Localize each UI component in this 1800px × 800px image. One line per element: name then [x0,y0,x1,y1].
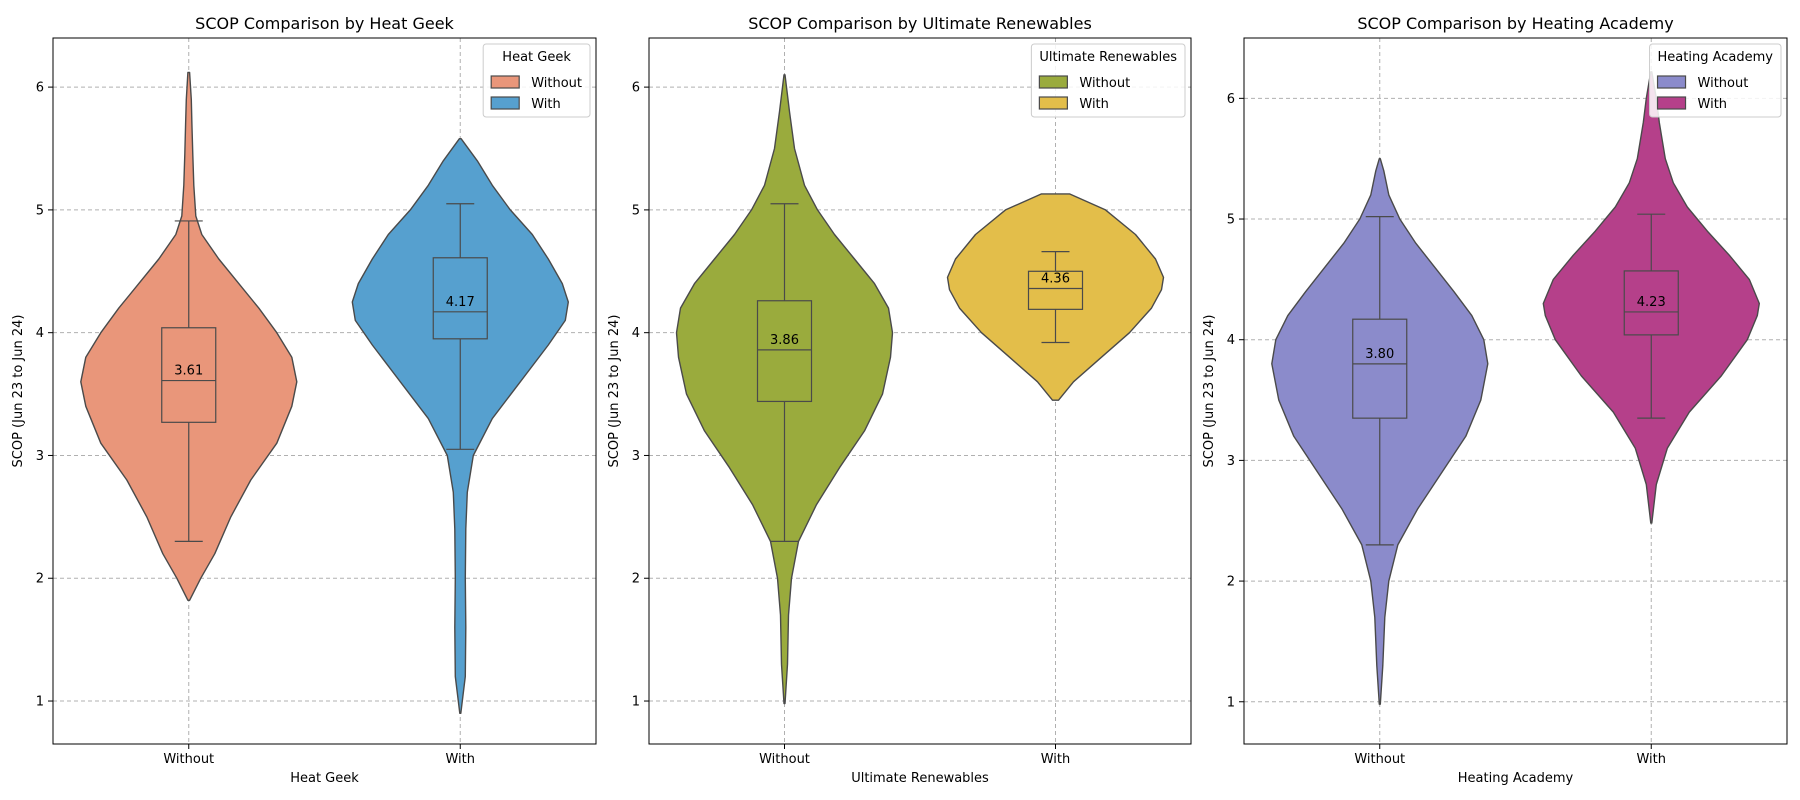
p1-xlabel: Ultimate Renewables [851,771,989,786]
p1-legend-swatch-0 [1038,75,1068,89]
p1-legend-title: Ultimate Renewables [1039,50,1177,65]
p0-ytick-label-2: 3 [36,449,44,464]
p2-legend-label-1: With [1698,97,1728,112]
p0-box-1 [432,257,488,340]
p0-ytick-label-5: 6 [36,81,44,96]
p0-legend: Heat Geek Without With [482,43,591,118]
p2-ytick-label-0: 1 [1227,695,1235,710]
p1-legend: Ultimate Renewables Without With [1030,43,1186,118]
p2-legend: Heating Academy Without With [1649,43,1782,118]
p0-xtick-label-1: With [445,752,475,767]
p2-xlabel: Heating Academy [1458,771,1574,786]
p1-ytick-label-4: 5 [632,203,640,218]
p1-ylabel: SCOP (Jun 23 to Jun 24) [607,315,622,468]
p2-legend-swatch-0 [1656,75,1687,89]
p0-title: SCOP Comparison by Heat Geek [195,14,454,33]
p2-xtick-label-0: Without [1354,752,1405,767]
chart-panel-heating-academy: 3.80 4.23 1 2 3 4 5 6 Without With SCOP Comparison… [1202,14,1788,786]
p1-xtick-label-0: Without [759,752,810,767]
p0-legend-label-1: With [531,97,561,112]
p2-box-0 [1352,318,1408,419]
p1-legend-label-1: With [1079,97,1109,112]
p1-axes-frame [648,37,1192,745]
p2-box-1 [1623,270,1679,336]
p0-ytick-label-0: 1 [36,695,44,710]
p2-axes-frame [1243,37,1788,745]
p0-ytick-label-1: 2 [36,572,44,587]
p1-ytick-label-2: 3 [632,449,640,464]
p2-ytick-label-2: 3 [1227,454,1235,469]
p2-median-label-0: 3.80 [1365,347,1394,362]
p1-median-label-1: 4.36 [1041,271,1070,286]
p0-ytick-label-4: 5 [36,203,44,218]
p2-ytick-label-4: 5 [1227,213,1235,228]
p2-legend-label-0: Without [1698,76,1749,91]
p2-ytick-label-5: 6 [1227,92,1235,107]
p1-ytick-label-3: 4 [632,326,640,341]
p1-ytick-label-5: 6 [632,81,640,96]
p0-median-label-0: 3.61 [174,364,203,379]
p0-legend-title: Heat Geek [502,50,571,65]
p0-box-0 [161,327,217,423]
p1-legend-frame [1030,43,1186,118]
p1-ytick-label-0: 1 [632,695,640,710]
p0-legend-swatch-0 [490,75,520,89]
p2-median-label-1: 4.23 [1637,295,1666,310]
p2-ytick-label-1: 2 [1227,575,1235,590]
chart-panel-heat-geek: 3.61 4.17 1 2 3 4 5 6 Without With SCOP Comparison… [11,14,597,786]
p0-xlabel: Heat Geek [290,771,359,786]
p0-ytick-label-3: 4 [36,326,44,341]
p2-xtick-label-1: With [1636,752,1666,767]
p0-legend-label-0: Without [531,76,582,91]
p1-title: SCOP Comparison by Ultimate Renewables [748,14,1092,33]
p2-ylabel: SCOP (Jun 23 to Jun 24) [1202,315,1217,468]
p2-ytick-label-3: 4 [1227,333,1235,348]
p0-xtick-label-0: Without [163,752,214,767]
p0-legend-swatch-1 [490,96,520,110]
p2-legend-swatch-1 [1656,96,1687,110]
p1-ytick-label-1: 2 [632,572,640,587]
chart-panel-ultimate-renewables: 3.86 4.36 1 2 3 4 5 6 Without With SCOP Comparison… [607,14,1192,786]
p1-median-label-0: 3.86 [770,333,799,348]
p0-ylabel: SCOP (Jun 23 to Jun 24) [11,315,26,468]
p1-box-0 [756,300,813,403]
p1-xtick-label-1: With [1041,752,1071,767]
p1-legend-label-0: Without [1079,76,1130,91]
p0-axes-frame [52,37,597,745]
p2-legend-title: Heating Academy [1658,50,1774,65]
p1-box-1 [1027,270,1084,310]
p2-title: SCOP Comparison by Heating Academy [1357,14,1673,33]
p0-median-label-1: 4.17 [446,295,475,310]
p1-legend-swatch-1 [1038,96,1068,110]
